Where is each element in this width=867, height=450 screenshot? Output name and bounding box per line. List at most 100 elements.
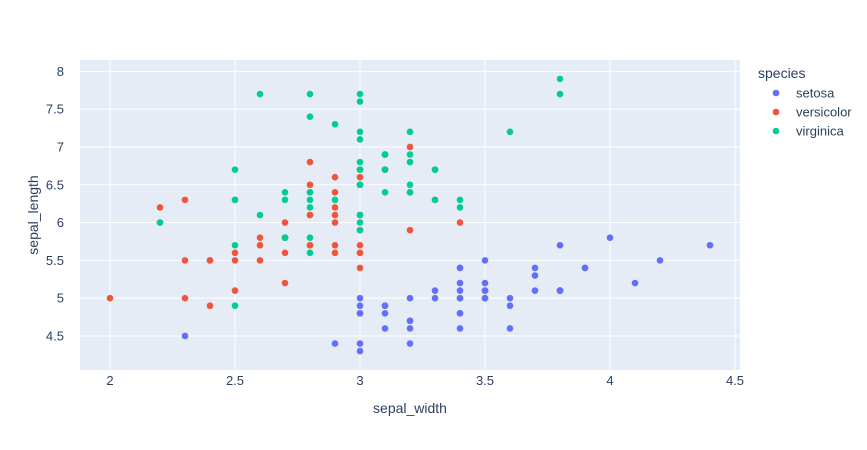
y-tick-label: 8 xyxy=(57,64,64,79)
data-point-virginica xyxy=(406,151,414,158)
data-point-setosa xyxy=(331,340,339,347)
data-point-versicolor xyxy=(256,234,264,241)
data-point-versicolor xyxy=(406,226,414,234)
data-point-versicolor xyxy=(231,249,239,257)
data-point-virginica xyxy=(256,211,264,219)
data-point-versicolor xyxy=(356,241,364,249)
data-point-virginica xyxy=(356,211,364,219)
y-tick-label: 5 xyxy=(57,291,64,306)
legend-label: virginica xyxy=(796,124,844,139)
data-point-versicolor xyxy=(231,257,239,264)
y-tick-label: 6 xyxy=(57,215,64,230)
data-point-setosa xyxy=(556,287,564,294)
data-point-virginica xyxy=(331,120,339,128)
data-point-setosa xyxy=(381,309,389,317)
series-setosa xyxy=(181,234,714,355)
data-point-setosa xyxy=(506,302,514,310)
data-point-setosa xyxy=(406,317,414,325)
data-point-virginica xyxy=(281,234,289,241)
x-tick-label: 2 xyxy=(106,373,113,388)
data-point-versicolor xyxy=(356,173,364,181)
data-point-versicolor xyxy=(306,211,314,219)
y-tick-label: 6.5 xyxy=(46,177,64,192)
data-point-setosa xyxy=(606,234,614,241)
data-point-versicolor xyxy=(256,257,264,264)
data-point-versicolor xyxy=(306,158,314,166)
data-point-versicolor xyxy=(231,287,239,294)
data-point-setosa xyxy=(406,294,414,302)
data-point-setosa xyxy=(456,287,464,294)
data-point-versicolor xyxy=(156,204,164,211)
legend-item-setosa[interactable]: setosa xyxy=(772,86,835,101)
data-point-setosa xyxy=(506,325,514,332)
legend-item-virginica[interactable]: virginica xyxy=(772,124,845,139)
data-point-setosa xyxy=(431,287,439,294)
data-point-versicolor xyxy=(181,196,189,204)
data-point-virginica xyxy=(356,90,364,98)
data-point-virginica xyxy=(231,241,239,249)
data-point-setosa xyxy=(356,294,364,302)
data-point-setosa xyxy=(481,279,489,287)
data-point-virginica xyxy=(381,166,389,173)
data-point-virginica xyxy=(506,128,514,136)
data-point-virginica xyxy=(231,196,239,204)
data-point-virginica xyxy=(281,196,289,204)
data-point-virginica xyxy=(356,226,364,234)
data-points xyxy=(106,75,714,355)
legend-marker xyxy=(772,127,780,135)
data-point-virginica xyxy=(356,181,364,189)
data-point-setosa xyxy=(381,325,389,332)
data-point-virginica xyxy=(306,204,314,211)
data-point-setosa xyxy=(456,279,464,287)
data-point-setosa xyxy=(556,241,564,249)
legend-title: species xyxy=(758,65,805,81)
data-point-setosa xyxy=(706,241,714,249)
data-point-virginica xyxy=(281,189,289,196)
data-point-setosa xyxy=(481,257,489,264)
data-point-virginica xyxy=(456,196,464,204)
x-axis-ticks: 2 2.5 3 3.5 4 4.5 xyxy=(106,373,744,388)
data-point-versicolor xyxy=(331,241,339,249)
data-point-virginica xyxy=(356,98,364,105)
data-point-versicolor xyxy=(331,204,339,211)
data-point-setosa xyxy=(356,302,364,310)
data-point-setosa xyxy=(356,309,364,317)
legend-label: versicolor xyxy=(796,105,852,120)
x-tick-label: 3 xyxy=(356,373,363,388)
y-axis-title: sepal_length xyxy=(25,175,41,254)
data-point-virginica xyxy=(456,204,464,211)
data-point-virginica xyxy=(406,158,414,166)
data-point-virginica xyxy=(306,196,314,204)
data-point-virginica xyxy=(231,166,239,173)
data-point-versicolor xyxy=(406,143,414,151)
data-point-versicolor xyxy=(331,189,339,196)
data-point-versicolor xyxy=(356,249,364,257)
data-point-setosa xyxy=(456,264,464,272)
data-point-versicolor xyxy=(206,302,214,310)
data-point-versicolor xyxy=(331,211,339,219)
data-point-virginica xyxy=(306,234,314,241)
data-point-virginica xyxy=(381,189,389,196)
data-point-versicolor xyxy=(331,173,339,181)
data-point-virginica xyxy=(406,128,414,136)
data-point-setosa xyxy=(506,294,514,302)
data-point-virginica xyxy=(306,90,314,98)
data-point-setosa xyxy=(531,264,539,272)
x-tick-label: 3.5 xyxy=(476,373,494,388)
data-point-setosa xyxy=(531,272,539,279)
data-point-virginica xyxy=(331,196,339,204)
legend-item-versicolor[interactable]: versicolor xyxy=(772,105,853,120)
x-axis-title: sepal_width xyxy=(373,400,447,416)
series-virginica xyxy=(156,75,564,310)
data-point-versicolor xyxy=(256,241,264,249)
data-point-virginica xyxy=(381,151,389,158)
data-point-versicolor xyxy=(456,219,464,226)
legend-marker xyxy=(772,89,780,97)
legend-label: setosa xyxy=(796,86,835,101)
data-point-virginica xyxy=(356,136,364,143)
data-point-virginica xyxy=(431,196,439,204)
data-point-setosa xyxy=(456,325,464,332)
data-point-setosa xyxy=(631,279,639,287)
data-point-virginica xyxy=(356,219,364,226)
y-tick-label: 4.5 xyxy=(46,328,64,343)
